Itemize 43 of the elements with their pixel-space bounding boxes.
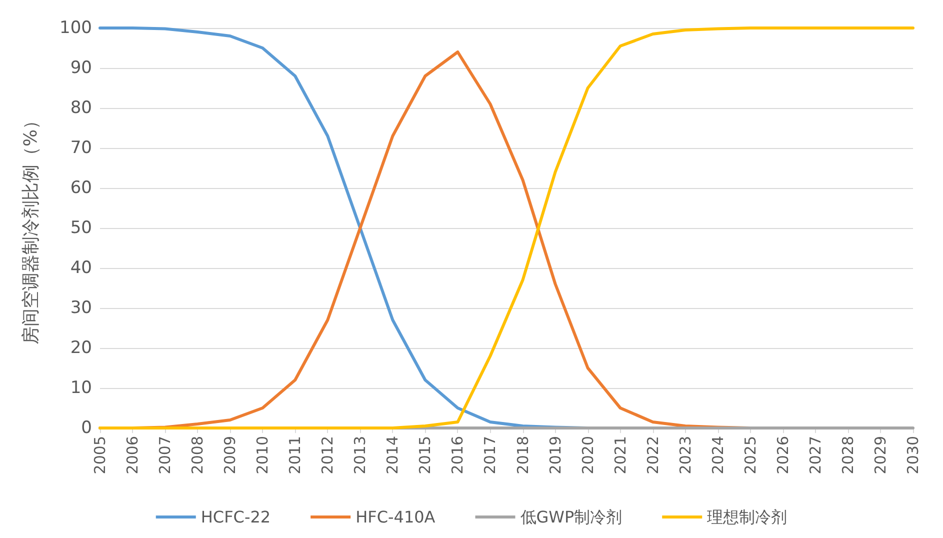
x-tick-label: 2027 (806, 436, 824, 474)
legend-label: HFC-410A (356, 508, 436, 526)
y-axis-title: 房间空调器制冷剂比例（%） (20, 111, 42, 345)
x-tick-label: 2017 (481, 436, 500, 474)
x-tick-label: 2019 (546, 436, 564, 474)
x-tick-label: 2009 (221, 436, 240, 474)
x-tick-label: 2029 (871, 436, 890, 474)
y-tick-label: 10 (70, 378, 92, 398)
y-tick-label: 0 (81, 418, 92, 438)
x-tick-label: 2010 (254, 436, 272, 474)
x-tick-label: 2024 (708, 436, 727, 474)
x-tick-label: 2018 (514, 436, 532, 474)
x-tick-label: 2014 (384, 436, 402, 474)
x-tick-label: 2026 (774, 436, 792, 474)
x-tick-label: 2007 (156, 436, 174, 474)
x-tick-label: 2016 (448, 436, 467, 474)
x-tick-label: 2005 (91, 436, 109, 474)
x-tick-label: 2013 (351, 436, 370, 474)
x-tick-label: 2015 (416, 436, 434, 474)
x-tick-label: 2008 (188, 436, 207, 474)
x-tick-label: 2006 (124, 436, 142, 474)
x-tick-label: 2021 (611, 436, 630, 474)
x-tick-label: 2030 (904, 436, 922, 474)
y-tick-label: 20 (70, 338, 92, 358)
legend-label: 理想制冷剂 (707, 508, 788, 526)
x-tick-label: 2023 (676, 436, 694, 474)
y-tick-label: 30 (70, 298, 92, 318)
legend-label: 低GWP制冷剂 (520, 508, 622, 526)
x-tick-label: 2025 (741, 436, 760, 474)
x-tick-label: 2012 (318, 436, 337, 474)
x-tick-label: 2011 (286, 436, 304, 474)
legend-label: HCFC-22 (200, 508, 271, 526)
line-series (98, 26, 914, 430)
y-tick-label: 60 (70, 178, 92, 198)
x-tick-label: 2020 (578, 436, 597, 474)
y-tick-label: 40 (70, 258, 92, 278)
y-tick-label: 90 (70, 58, 92, 78)
y-tick-label: 50 (70, 218, 92, 238)
y-tick-label: 70 (70, 138, 92, 158)
x-tick-label: 2022 (644, 436, 662, 474)
x-tick-label: 2028 (838, 436, 857, 474)
y-tick-label: 100 (60, 18, 92, 38)
y-tick-label: 80 (70, 98, 92, 118)
